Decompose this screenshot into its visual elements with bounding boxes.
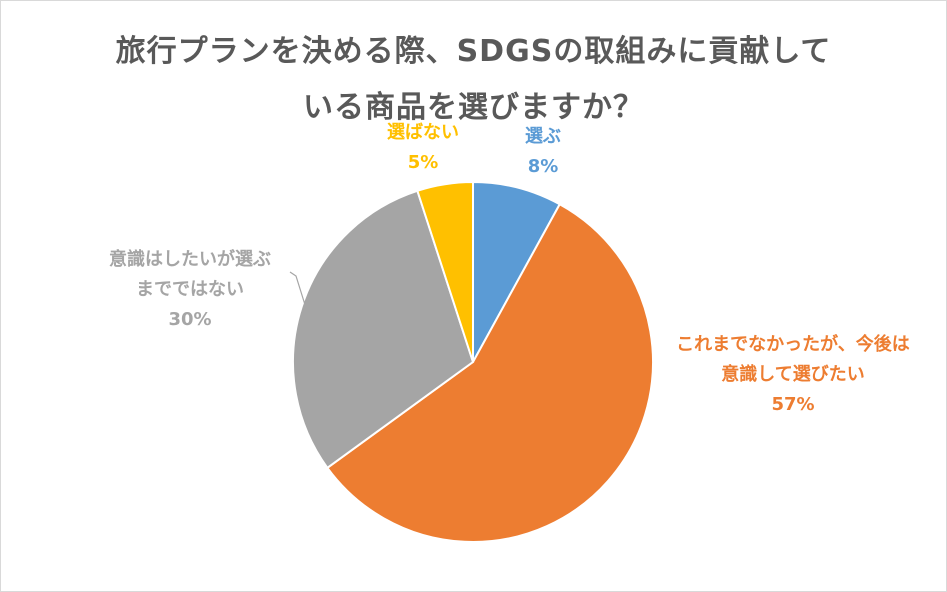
data-label-not-select-pct: 5% <box>407 152 439 173</box>
data-label-will-select-pct: 57% <box>771 394 815 415</box>
data-label-will-select-line-2: 意識して選びたい <box>721 364 865 385</box>
data-label-aware-not-select-line-2: までではない <box>136 279 244 300</box>
data-label-not-select-name: 選ばない <box>387 122 459 143</box>
data-label-will-select: これまでなかったが、今後は 意識して選びたい 57% <box>648 330 938 420</box>
pie-slice-select <box>472 180 562 363</box>
leader-line-aware-not-select <box>289 271 307 309</box>
data-label-select-pct: 8% <box>527 156 559 177</box>
pie-slice-aware-not-select <box>292 189 475 470</box>
data-label-aware-not-select: 意識はしたいが選ぶ までではない 30% <box>90 245 290 335</box>
chart-title-line-2: いる商品を選びますか？ <box>303 90 644 125</box>
data-label-aware-not-select-line-1: 意識はしたいが選ぶ <box>109 249 271 270</box>
data-label-not-select: 選ばない 5% <box>368 118 478 178</box>
data-label-will-select-line-1: これまでなかったが、今後は <box>676 334 910 355</box>
data-label-select: 選ぶ 8% <box>498 122 588 182</box>
pie-slice-will-select <box>325 202 654 543</box>
pie-slice-not-select <box>416 180 474 363</box>
chart-title-line-1: 旅行プランを決める際、SDGSの取組みに貢献して <box>115 34 832 69</box>
data-label-aware-not-select-pct: 30% <box>168 309 212 330</box>
data-label-select-name: 選ぶ <box>525 126 561 147</box>
